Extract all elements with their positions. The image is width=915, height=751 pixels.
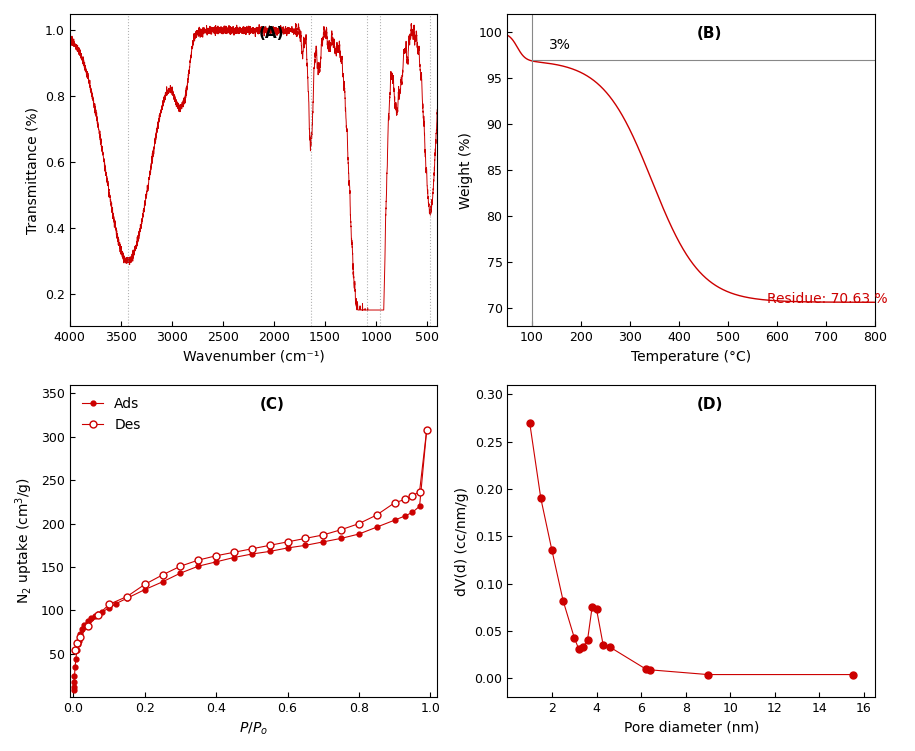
Ads xyxy=(70,655,81,664)
Text: (B): (B) xyxy=(697,26,722,41)
Ads xyxy=(400,511,411,520)
Ads xyxy=(407,508,418,517)
X-axis label: $P/P_o$: $P/P_o$ xyxy=(239,721,268,737)
Ads xyxy=(82,617,93,626)
Des xyxy=(353,519,364,528)
Des xyxy=(282,538,293,547)
Des xyxy=(139,580,150,589)
Des xyxy=(407,491,418,500)
Ads xyxy=(79,621,90,630)
Des xyxy=(70,645,81,654)
Text: (D): (D) xyxy=(696,397,723,412)
Ads xyxy=(175,569,186,578)
Ads xyxy=(210,557,221,566)
Des xyxy=(371,511,382,520)
Ads xyxy=(86,614,97,623)
Ads xyxy=(71,646,82,655)
Ads xyxy=(300,541,311,550)
Des xyxy=(210,551,221,560)
Ads xyxy=(69,683,80,692)
Ads xyxy=(389,516,400,525)
Des xyxy=(75,632,86,641)
Y-axis label: dV(d) (cc/nm/g): dV(d) (cc/nm/g) xyxy=(455,487,469,596)
Ads xyxy=(414,502,425,511)
Ads xyxy=(70,662,81,671)
Des xyxy=(421,425,432,434)
Legend: Ads, Des: Ads, Des xyxy=(77,392,146,438)
Ads xyxy=(421,425,432,434)
Des xyxy=(246,544,257,553)
Ads xyxy=(264,547,275,556)
Ads xyxy=(193,562,204,571)
Ads xyxy=(103,603,114,612)
Ads xyxy=(353,529,364,538)
Des xyxy=(157,570,168,579)
Ads xyxy=(69,677,80,686)
Des xyxy=(175,562,186,571)
Text: 3%: 3% xyxy=(549,38,571,52)
Des xyxy=(336,525,347,534)
Y-axis label: N$_2$ uptake (cm$^3$/g): N$_2$ uptake (cm$^3$/g) xyxy=(14,478,36,605)
Ads xyxy=(77,624,88,633)
Ads xyxy=(75,629,86,638)
Des xyxy=(103,600,114,609)
Ads xyxy=(139,585,150,594)
Ads xyxy=(111,599,122,608)
Des xyxy=(71,639,82,648)
Ads xyxy=(73,636,84,645)
Ads xyxy=(68,686,79,695)
X-axis label: Pore diameter (nm): Pore diameter (nm) xyxy=(623,721,759,734)
Des xyxy=(264,541,275,550)
Des xyxy=(400,495,411,504)
Text: (A): (A) xyxy=(259,26,285,41)
Text: Residue: 70.63 %: Residue: 70.63 % xyxy=(767,292,888,306)
Y-axis label: Weight (%): Weight (%) xyxy=(459,131,473,209)
Ads xyxy=(92,609,103,618)
Ads xyxy=(90,611,101,620)
Des xyxy=(389,499,400,508)
Des xyxy=(92,611,103,620)
Ads xyxy=(371,523,382,532)
Y-axis label: Transmittance (%): Transmittance (%) xyxy=(26,107,39,234)
Des xyxy=(193,556,204,565)
Ads xyxy=(157,578,168,587)
Des xyxy=(82,622,93,631)
Des xyxy=(122,592,133,601)
Ads xyxy=(72,640,83,649)
Ads xyxy=(318,538,328,547)
X-axis label: Temperature (°C): Temperature (°C) xyxy=(631,350,751,364)
Ads xyxy=(336,534,347,543)
Des xyxy=(300,534,311,543)
Line: Des: Des xyxy=(71,427,430,653)
Ads xyxy=(122,594,133,603)
Ads xyxy=(282,544,293,553)
Line: Ads: Ads xyxy=(71,427,429,692)
Des xyxy=(318,530,328,539)
Des xyxy=(229,547,240,556)
Ads xyxy=(246,550,257,559)
Ads xyxy=(69,672,80,681)
X-axis label: Wavenumber (cm⁻¹): Wavenumber (cm⁻¹) xyxy=(183,350,325,364)
Ads xyxy=(229,553,240,562)
Des xyxy=(414,487,425,496)
Text: (C): (C) xyxy=(260,397,285,412)
Ads xyxy=(96,608,107,617)
